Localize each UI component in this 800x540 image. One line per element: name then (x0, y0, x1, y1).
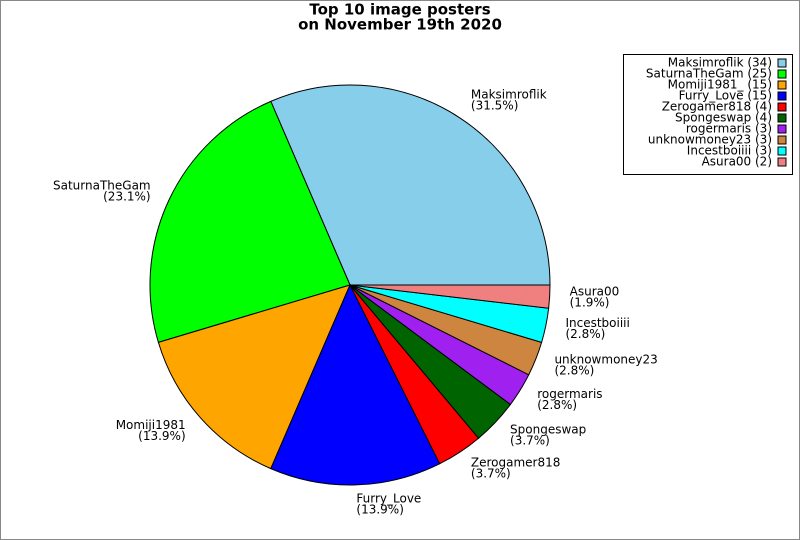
legend-swatch (777, 58, 787, 68)
legend-swatch (777, 157, 787, 167)
slice-percent: (2.8%) (537, 398, 577, 412)
legend-label: Incestboiiii (3) (687, 144, 772, 158)
slice-label: unknowmoney23 (554, 353, 657, 367)
slice-percent: (31.5%) (471, 99, 518, 113)
legend-label: Asura00 (2) (702, 155, 772, 169)
slice-percent: (2.8%) (565, 327, 605, 341)
legend-swatch (777, 102, 787, 112)
slice-label: Incestboiiii (565, 316, 629, 330)
legend-box (623, 54, 793, 175)
slice-percent: (1.9%) (570, 295, 610, 309)
pie-slice (349, 284, 551, 309)
chart-title: on November 19th 2020 (298, 16, 502, 34)
legend-swatch (777, 124, 787, 134)
legend-label: Zerogamer818 (4) (662, 100, 772, 114)
slice-label: Furry_Love (356, 491, 421, 505)
chart-title: Top 10 image posters (309, 1, 490, 19)
pie-slice (149, 100, 351, 343)
legend-label: unknowmoney23 (3) (648, 133, 772, 147)
legend-swatch (777, 91, 787, 101)
slice-label: Asura00 (570, 284, 620, 298)
legend-swatch (777, 146, 787, 156)
slice-percent: (3.7%) (471, 466, 511, 480)
slice-percent: (13.9%) (138, 429, 185, 443)
legend-swatch (777, 113, 787, 123)
legend-swatch (777, 69, 787, 79)
slice-label: Zerogamer818 (471, 455, 561, 469)
slice-label: SaturnaTheGam (53, 179, 151, 193)
slice-label: Momiji1981 (116, 418, 186, 432)
slice-percent: (3.7%) (510, 433, 550, 447)
pie-slice (157, 284, 351, 470)
pie-slice (270, 283, 441, 486)
legend-label: rogermaris (3) (686, 122, 772, 136)
slice-percent: (13.9%) (356, 502, 403, 516)
slice-percent: (2.8%) (554, 364, 594, 378)
legend-label: Spongeswap (4) (675, 111, 772, 125)
legend-swatch (777, 80, 787, 90)
slice-percent: (23.1%) (103, 190, 150, 204)
slice-label: Spongeswap (510, 422, 586, 436)
legend-swatch (777, 135, 787, 145)
slice-label: rogermaris (537, 387, 602, 401)
pie-slice (270, 84, 551, 286)
legend-label: Momiji1981_ (15) (668, 78, 772, 92)
legend-label: SaturnaTheGam (25) (646, 67, 772, 81)
legend-label: Maksimroflik (34) (668, 56, 772, 70)
legend-label: Furry_Love (15) (679, 89, 772, 103)
slice-label: Maksimroflik (471, 88, 547, 102)
